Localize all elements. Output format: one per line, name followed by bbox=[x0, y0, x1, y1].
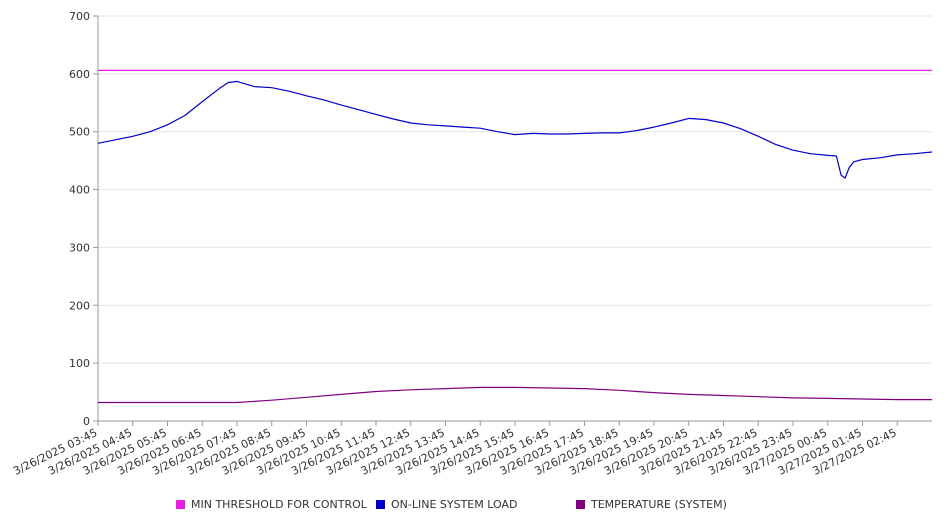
legend-label-load: ON-LINE SYSTEM LOAD bbox=[391, 498, 518, 511]
legend-item-temperature: TEMPERATURE (SYSTEM) bbox=[576, 498, 727, 511]
y-tick-label-200: 200 bbox=[69, 299, 90, 312]
legend-swatch-threshold bbox=[176, 500, 185, 509]
legend-swatch-load bbox=[376, 500, 385, 509]
y-tick-label-300: 300 bbox=[69, 241, 90, 254]
series-lines bbox=[97, 69, 933, 404]
y-tick-label-500: 500 bbox=[69, 126, 90, 139]
y-tick-label-600: 600 bbox=[69, 68, 90, 81]
legend-label-threshold: MIN THRESHOLD FOR CONTROL bbox=[191, 498, 367, 511]
y-tick-label-400: 400 bbox=[69, 184, 90, 197]
y-tick-label-100: 100 bbox=[69, 357, 90, 370]
series-temperature-line bbox=[98, 386, 932, 404]
legend-swatch-temperature bbox=[576, 500, 585, 509]
legend-item-load: ON-LINE SYSTEM LOAD bbox=[376, 498, 517, 511]
x-axis: 3/26/2025 03:453/26/2025 04:453/26/2025 … bbox=[11, 420, 932, 478]
gridlines bbox=[98, 15, 932, 364]
series-load-line bbox=[97, 80, 933, 179]
legend-label-temperature: TEMPERATURE (SYSTEM) bbox=[591, 498, 727, 511]
y-tick-label-700: 700 bbox=[69, 10, 90, 23]
y-axis: 0 100 200 300 400 500 600 700 bbox=[69, 10, 99, 428]
y-tick-label-0: 0 bbox=[83, 415, 90, 428]
legend-item-threshold: MIN THRESHOLD FOR CONTROL bbox=[176, 498, 367, 511]
legend: MIN THRESHOLD FOR CONTROL ON-LINE SYSTEM… bbox=[0, 498, 946, 514]
